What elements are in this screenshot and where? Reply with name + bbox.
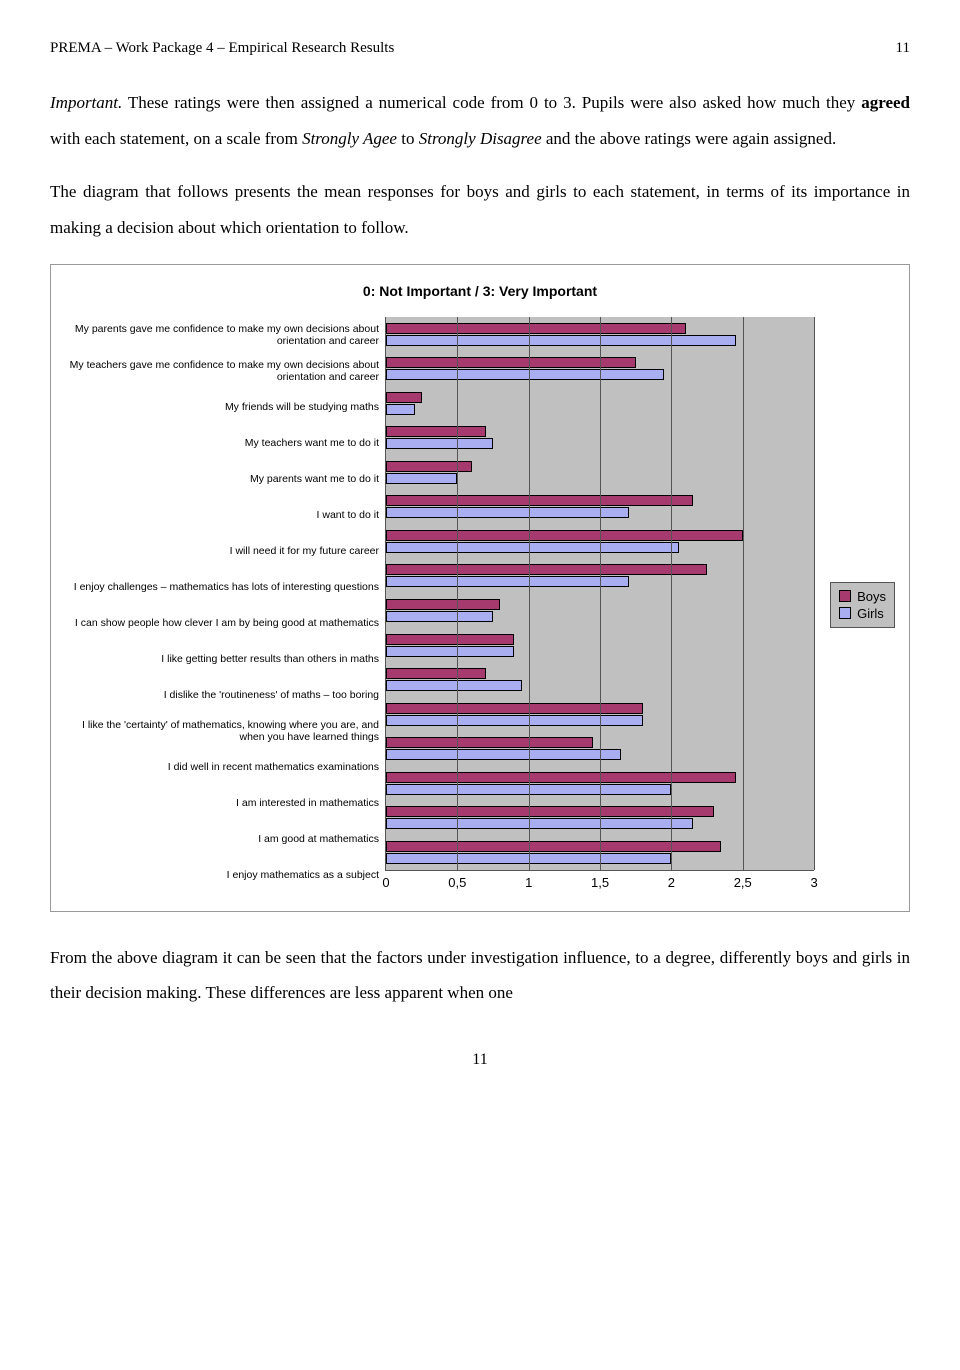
chart-bar-boys <box>386 426 486 437</box>
para1-tail: and the above ratings were again assigne… <box>542 129 837 148</box>
chart-category-label: I can show people how clever I am by bei… <box>65 605 385 641</box>
chart-bar-girls <box>386 611 493 622</box>
chart-category-label: I will need it for my future career <box>65 533 385 569</box>
legend-swatch-girls <box>839 607 851 619</box>
chart-bar-girls <box>386 715 643 726</box>
chart-labels-column: My parents gave me confidence to make my… <box>65 317 385 893</box>
paragraph-3: From the above diagram it can be seen th… <box>50 940 910 1011</box>
chart-category-label: I want to do it <box>65 497 385 533</box>
header-right: 11 <box>896 40 910 57</box>
legend-label-boys: Boys <box>857 589 886 604</box>
chart-bar-boys <box>386 323 686 334</box>
page-header: PREMA – Work Package 4 – Empirical Resea… <box>50 40 910 57</box>
chart-x-tick: 3 <box>810 875 817 890</box>
chart-plot-wrap: 0 0,5 1 1,5 2 2,5 3 <box>385 317 814 893</box>
paragraph-1: Important. These ratings were then assig… <box>50 85 910 156</box>
chart-category-label: My parents gave me confidence to make my… <box>65 317 385 353</box>
chart-bar-girls <box>386 438 493 449</box>
chart-category-label: I did well in recent mathematics examina… <box>65 749 385 785</box>
paragraph-2: The diagram that follows presents the me… <box>50 174 910 245</box>
chart-bar-boys <box>386 634 514 645</box>
page-number: 11 <box>50 1051 910 1069</box>
chart-bar-girls <box>386 818 693 829</box>
chart-bar-girls <box>386 473 457 484</box>
para1-italic2: Strongly Agee <box>302 129 397 148</box>
chart-bar-girls <box>386 542 679 553</box>
chart-bar-girls <box>386 680 522 691</box>
legend-row-girls: Girls <box>839 606 886 621</box>
chart-x-tick: 2 <box>668 875 675 890</box>
chart-bar-boys <box>386 599 500 610</box>
chart-bar-girls <box>386 576 629 587</box>
chart-legend: Boys Girls <box>830 582 895 628</box>
para1-italic3: Strongly Disagree <box>419 129 542 148</box>
chart-gridline <box>671 317 672 870</box>
para1-mid: to <box>397 129 419 148</box>
chart-x-tick: 1 <box>525 875 532 890</box>
chart-bar-boys <box>386 530 743 541</box>
chart-bar-boys <box>386 495 693 506</box>
chart-main: My parents gave me confidence to make my… <box>65 317 814 893</box>
chart-gridline <box>529 317 530 870</box>
chart-category-label: I like getting better results than other… <box>65 641 385 677</box>
chart-bar-girls <box>386 507 629 518</box>
chart-bar-boys <box>386 703 643 714</box>
para1-lead: Important. <box>50 93 122 112</box>
chart-category-label: I enjoy mathematics as a subject <box>65 857 385 893</box>
chart-bar-boys <box>386 772 736 783</box>
chart-x-tick: 1,5 <box>591 875 609 890</box>
chart-bar-boys <box>386 806 714 817</box>
chart-x-tick: 0,5 <box>448 875 466 890</box>
chart-bar-boys <box>386 668 486 679</box>
chart-title: 0: Not Important / 3: Very Important <box>65 283 895 299</box>
legend-swatch-boys <box>839 590 851 602</box>
chart-category-label: I dislike the 'routineness' of maths – t… <box>65 677 385 713</box>
chart-gridline <box>743 317 744 870</box>
chart-gridline <box>457 317 458 870</box>
chart-bar-boys <box>386 564 707 575</box>
chart-x-tick: 2,5 <box>734 875 752 890</box>
chart-category-label: My friends will be studying maths <box>65 389 385 425</box>
chart-bar-boys <box>386 357 636 368</box>
para1-rest: These ratings were then assigned a numer… <box>122 93 861 112</box>
chart-bar-girls <box>386 646 514 657</box>
header-left: PREMA – Work Package 4 – Empirical Resea… <box>50 40 394 57</box>
para1-bold: agreed <box>861 93 910 112</box>
chart-bar-boys <box>386 392 422 403</box>
chart-bar-girls <box>386 335 736 346</box>
legend-label-girls: Girls <box>857 606 884 621</box>
chart-container: 0: Not Important / 3: Very Important My … <box>50 264 910 912</box>
chart-bar-girls <box>386 749 621 760</box>
chart-gridline <box>600 317 601 870</box>
chart-category-label: I am good at mathematics <box>65 821 385 857</box>
chart-bar-girls <box>386 404 415 415</box>
chart-category-label: My parents want me to do it <box>65 461 385 497</box>
chart-bar-boys <box>386 737 593 748</box>
chart-bar-boys <box>386 461 472 472</box>
chart-gridline <box>814 317 815 870</box>
chart-x-axis: 0 0,5 1 1,5 2 2,5 3 <box>385 871 814 893</box>
chart-category-label: I enjoy challenges – mathematics has lot… <box>65 569 385 605</box>
chart-plot <box>385 317 814 871</box>
chart-category-label: I am interested in mathematics <box>65 785 385 821</box>
chart-category-label: My teachers want me to do it <box>65 425 385 461</box>
legend-row-boys: Boys <box>839 589 886 604</box>
chart-category-label: My teachers gave me confidence to make m… <box>65 353 385 389</box>
para1-after-bold: with each statement, on a scale from <box>50 129 302 148</box>
chart-area: My parents gave me confidence to make my… <box>65 317 895 893</box>
chart-category-label: I like the 'certainty' of mathematics, k… <box>65 713 385 749</box>
chart-x-tick: 0 <box>382 875 389 890</box>
chart-bar-girls <box>386 369 664 380</box>
